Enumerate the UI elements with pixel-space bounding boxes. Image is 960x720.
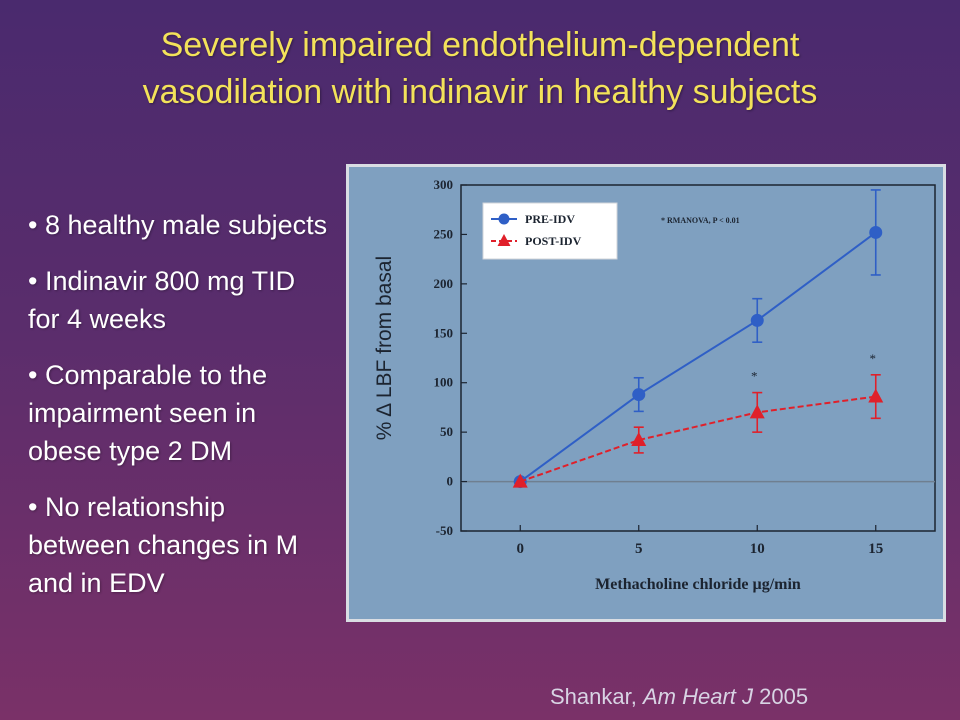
y-axis-label: % Δ LBF from basal bbox=[373, 256, 396, 440]
data-point-circle bbox=[750, 313, 764, 327]
significance-star: * bbox=[751, 369, 758, 384]
data-point-circle bbox=[869, 225, 883, 239]
annotation-text: * RMANOVA, P < 0.01 bbox=[661, 216, 740, 225]
legend-box bbox=[482, 202, 618, 260]
x-tick-label: 10 bbox=[750, 541, 765, 557]
title-line-1: Severely impaired endothelium-dependent bbox=[160, 26, 800, 64]
legend-marker-circle bbox=[498, 213, 510, 225]
data-point-triangle bbox=[631, 432, 647, 447]
x-tick-label: 5 bbox=[635, 541, 643, 557]
data-point-circle bbox=[632, 388, 646, 402]
data-point-triangle bbox=[512, 473, 528, 488]
citation: Shankar, Am Heart J 2005 bbox=[550, 684, 808, 710]
significance-star: * bbox=[870, 351, 877, 366]
plot-frame bbox=[460, 184, 936, 532]
y-tick-label: 150 bbox=[434, 325, 454, 340]
bullet-item: • No relationship between changes in M a… bbox=[28, 492, 299, 598]
y-tick-label: 200 bbox=[434, 276, 454, 291]
slide-title: Severely impaired endothelium-dependent … bbox=[40, 22, 920, 116]
data-point-triangle bbox=[868, 388, 884, 403]
y-tick-label: 250 bbox=[434, 226, 454, 241]
series-line-post-idv bbox=[519, 395, 876, 483]
series-line-pre-idv bbox=[519, 231, 877, 483]
x-tick-label: 15 bbox=[868, 541, 883, 557]
citation-author: Shankar, bbox=[550, 684, 637, 709]
bullet-item: • Indinavir 800 mg TID for 4 weeks bbox=[28, 266, 296, 334]
y-tick-label: 100 bbox=[434, 375, 454, 390]
citation-journal: Am Heart J bbox=[642, 684, 753, 709]
title-line-2: vasodilation with indinavir in healthy s… bbox=[142, 73, 818, 111]
bullet-item: • 8 healthy male subjects bbox=[28, 210, 328, 240]
x-tick-label: 0 bbox=[517, 541, 525, 557]
y-tick-label: 300 bbox=[434, 177, 454, 192]
legend-label: POST-IDV bbox=[525, 234, 582, 248]
data-point-triangle bbox=[749, 404, 765, 419]
bullet-list: • 8 healthy male subjects • Indinavir 80… bbox=[28, 206, 333, 620]
citation-year: 2005 bbox=[759, 684, 809, 709]
line-chart: -50 0 50 100 150 200 250 300 0 5 10 15 Methacholine … bbox=[373, 177, 936, 593]
bullet-item: • Comparable to the impairment seen in o… bbox=[28, 360, 268, 466]
legend-marker-triangle bbox=[497, 234, 511, 246]
chart-panel: -50 0 50 100 150 200 250 300 0 5 10 15 Methacholine … bbox=[346, 164, 946, 622]
y-tick-label: 0 bbox=[447, 474, 454, 489]
legend-label: PRE-IDV bbox=[525, 212, 575, 226]
y-tick-label: 50 bbox=[440, 424, 453, 439]
x-axis-label: Methacholine chloride µg/min bbox=[595, 576, 801, 593]
y-tick-label: -50 bbox=[436, 523, 453, 538]
